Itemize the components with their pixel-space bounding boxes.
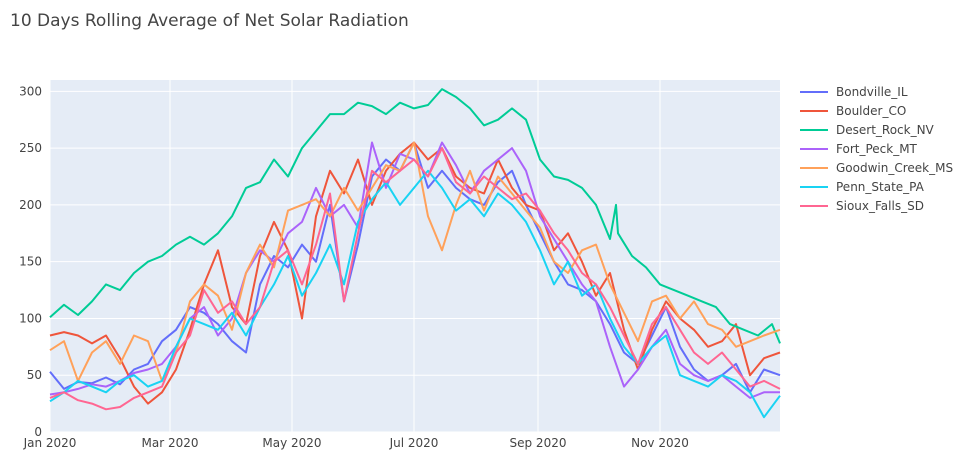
y-tick-label: 250: [19, 141, 42, 155]
legend-label: Sioux_Falls_SD: [836, 199, 924, 213]
legend-label: Fort_Peck_MT: [836, 142, 918, 156]
legend[interactable]: Bondville_IL Boulder_CO Desert_Rock_NV Fort…: [800, 85, 953, 213]
series-lines: [49, 88, 781, 419]
legend-item-goodwin-creek-ms[interactable]: Goodwin_Creek_MS: [800, 161, 953, 175]
y-tick-label: 200: [19, 198, 42, 212]
legend-label: Penn_State_PA: [836, 180, 925, 194]
legend-item-desert-rock-nv[interactable]: Desert_Rock_NV: [800, 123, 935, 137]
y-tick-label: 300: [19, 84, 42, 98]
series-line-sioux-falls-sd[interactable]: [49, 147, 781, 411]
y-tick-label: 0: [34, 425, 42, 439]
x-tick-label: Nov 2020: [631, 436, 689, 450]
legend-item-penn-state-pa[interactable]: Penn_State_PA: [800, 180, 925, 194]
series-line-desert-rock-nv[interactable]: [49, 88, 781, 344]
y-tick-label: 150: [19, 255, 42, 269]
x-tick-label: May 2020: [262, 436, 321, 450]
legend-item-boulder-co[interactable]: Boulder_CO: [800, 104, 906, 118]
x-tick-label: Jan 2020: [23, 436, 77, 450]
legend-label: Desert_Rock_NV: [836, 123, 935, 137]
x-tick-label: Jul 2020: [389, 436, 439, 450]
legend-item-sioux-falls-sd[interactable]: Sioux_Falls_SD: [800, 199, 924, 213]
legend-item-bondville-il[interactable]: Bondville_IL: [800, 85, 908, 99]
legend-item-fort-peck-mt[interactable]: Fort_Peck_MT: [800, 142, 918, 156]
x-axis-ticks: Jan 2020 Mar 2020 May 2020 Jul 2020 Sep 2020…: [23, 436, 689, 450]
plot-area: [50, 80, 780, 432]
chart-title: 10 Days Rolling Average of Net Solar Rad…: [10, 11, 409, 31]
legend-label: Boulder_CO: [836, 104, 906, 118]
grid-lines: [49, 80, 780, 433]
y-tick-label: 50: [27, 368, 42, 382]
series-line-penn-state-pa[interactable]: [49, 169, 781, 419]
legend-label: Bondville_IL: [836, 85, 908, 99]
y-axis-ticks: 0 50 100 150 200 250 300: [19, 84, 42, 439]
y-tick-label: 100: [19, 311, 42, 325]
x-tick-label: Sep 2020: [510, 436, 567, 450]
x-tick-label: Mar 2020: [142, 436, 199, 450]
legend-label: Goodwin_Creek_MS: [836, 161, 953, 175]
